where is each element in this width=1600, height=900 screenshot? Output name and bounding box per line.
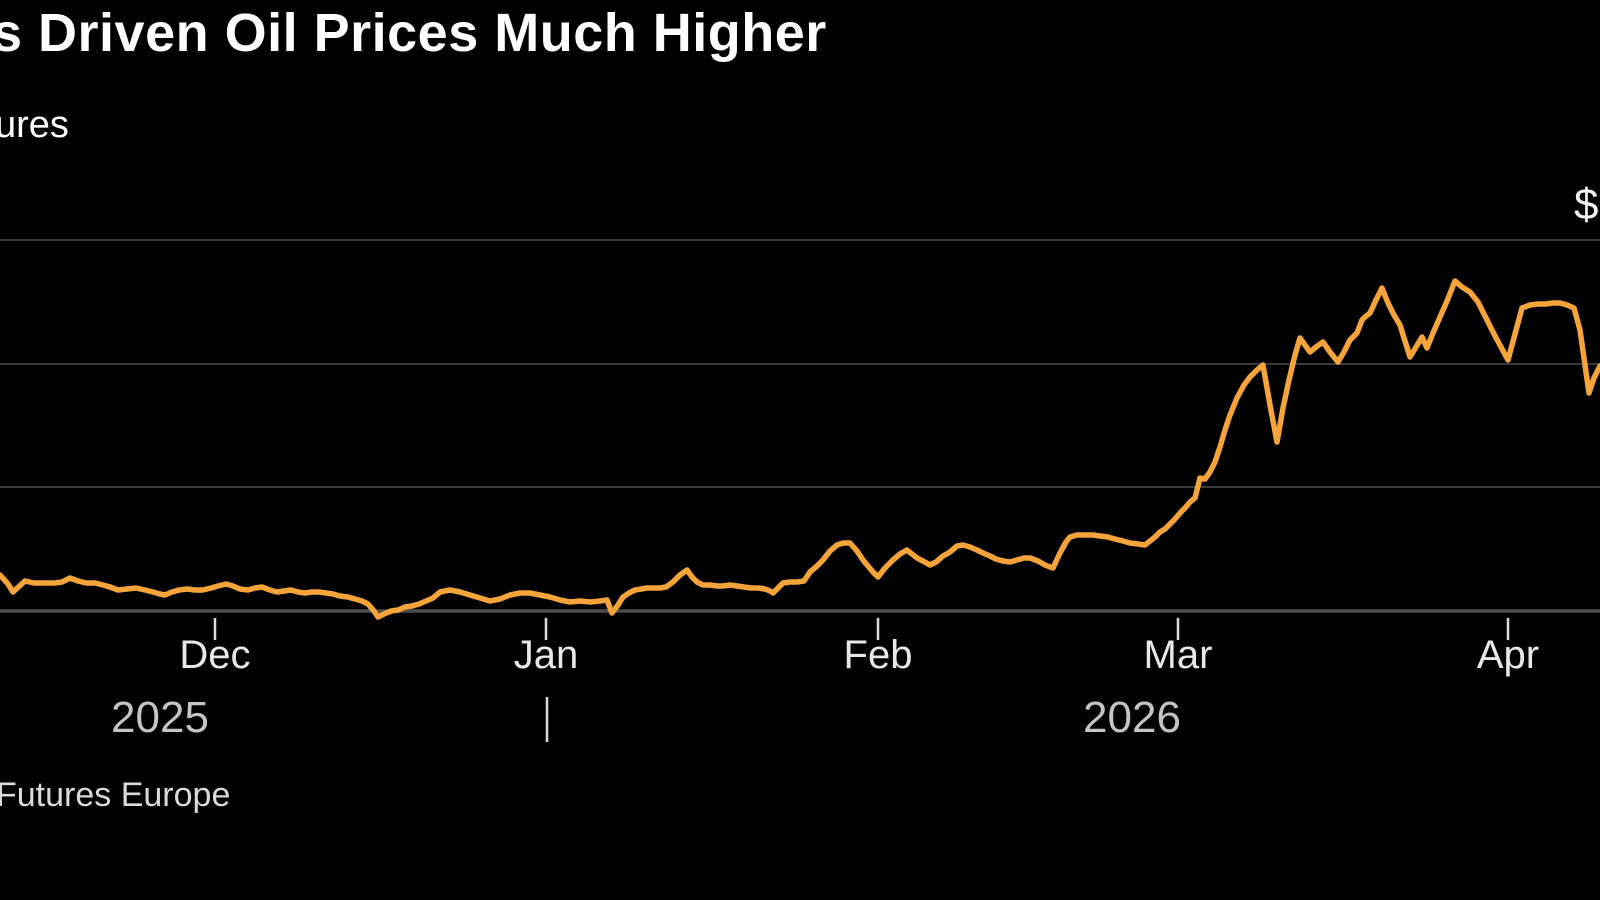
y-axis-dollar-label: $ [1574, 180, 1599, 229]
chart-subtitle: ures [0, 104, 69, 146]
month-label: Dec [179, 633, 250, 677]
source-attribution: Futures Europe [0, 776, 231, 814]
month-label: Jan [514, 633, 579, 677]
x-axis-ticks [213, 618, 1510, 742]
year-label: 2025 [111, 693, 209, 742]
futures-price-polyline [0, 278, 1600, 620]
chart-title: s Driven Oil Prices Much Higher [0, 3, 827, 63]
x-axis-year-labels: 2025 2026 [111, 693, 1181, 742]
month-label: Mar [1144, 633, 1213, 677]
gridlines [0, 239, 1600, 488]
price-line [0, 278, 1600, 620]
year-label: 2026 [1083, 693, 1181, 742]
x-axis-tick-labels: Dec Jan Feb Mar Apr [179, 633, 1539, 677]
month-label: Apr [1477, 633, 1539, 677]
month-label: Feb [844, 633, 913, 677]
